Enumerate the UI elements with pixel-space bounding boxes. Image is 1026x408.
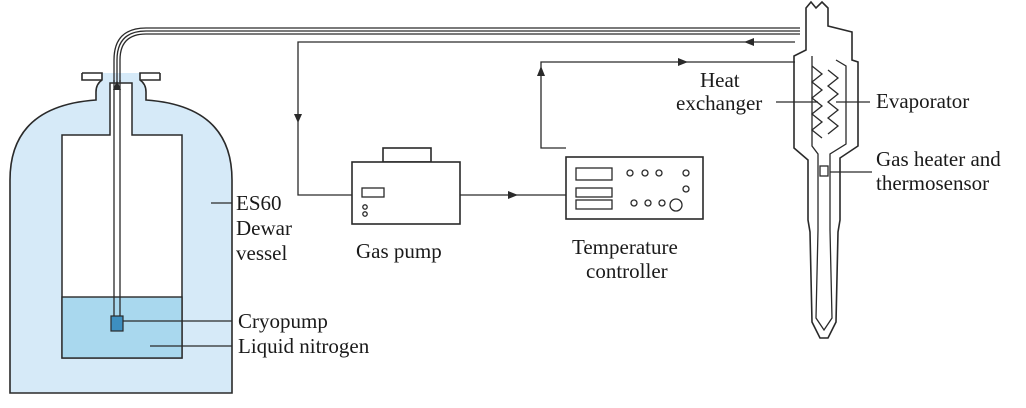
controller-display-1 bbox=[575, 167, 613, 181]
label-dewar-line3: vessel bbox=[236, 241, 287, 265]
dewar-vessel bbox=[9, 72, 233, 394]
cryostat-assembly bbox=[793, 0, 859, 339]
controller-dial bbox=[669, 198, 683, 212]
transfer-line-inner bbox=[119, 33, 800, 82]
cryopump bbox=[110, 315, 124, 332]
labels: ES60 Dewar vessel Cryopump Liquid nitrog… bbox=[236, 68, 1001, 358]
controller-to-heat-exchanger-line bbox=[537, 58, 795, 149]
label-controller: controller bbox=[586, 259, 668, 283]
label-dewar-line2: Dewar bbox=[236, 216, 292, 240]
label-evaporator: Evaporator bbox=[876, 89, 969, 113]
return-arrow-top bbox=[744, 38, 754, 46]
cryostat-outer bbox=[793, 0, 859, 339]
dewar-neck-rim bbox=[81, 73, 161, 81]
controller-display-3 bbox=[575, 199, 613, 210]
label-liquid-nitrogen: Liquid nitrogen bbox=[238, 334, 370, 358]
controller-display-2 bbox=[575, 187, 613, 198]
pump-to-controller-line bbox=[460, 191, 566, 199]
temperature-controller bbox=[565, 156, 704, 220]
gas-pump-handle bbox=[382, 147, 432, 163]
transfer-line bbox=[113, 27, 800, 82]
leader-lines bbox=[123, 101, 872, 347]
controller-buttons bbox=[626, 169, 690, 212]
evaporator-coil bbox=[826, 69, 840, 135]
tube-up-arrow bbox=[113, 80, 121, 90]
label-gas-pump: Gas pump bbox=[356, 239, 442, 263]
return-gas-line bbox=[294, 38, 795, 196]
label-thermosensor: thermosensor bbox=[876, 171, 989, 195]
transfer-line-outer bbox=[113, 27, 800, 82]
pump-controller-arrow bbox=[508, 191, 518, 199]
gas-pump-knob-lower bbox=[362, 211, 368, 217]
cryostat-inner bbox=[811, 56, 847, 332]
label-temperature: Temperature bbox=[572, 235, 678, 259]
label-exchanger: exchanger bbox=[676, 91, 762, 115]
gas-pump-knob-upper bbox=[362, 204, 368, 210]
gas-heater-thermosensor bbox=[819, 165, 829, 177]
label-gas-heater: Gas heater and bbox=[876, 147, 1001, 171]
return-arrow-down bbox=[294, 114, 302, 123]
controller-right-arrow bbox=[678, 58, 688, 66]
gas-pump-body bbox=[351, 161, 461, 225]
transfer-line-mid bbox=[116, 30, 800, 82]
label-dewar-line1: ES60 bbox=[236, 191, 282, 215]
controller-heatex-path bbox=[540, 61, 795, 149]
label-cryopump: Cryopump bbox=[238, 309, 328, 333]
gas-pump-display bbox=[361, 187, 385, 198]
label-heat: Heat bbox=[700, 68, 740, 92]
gas-pump bbox=[351, 147, 461, 225]
controller-up-arrow bbox=[537, 66, 545, 76]
